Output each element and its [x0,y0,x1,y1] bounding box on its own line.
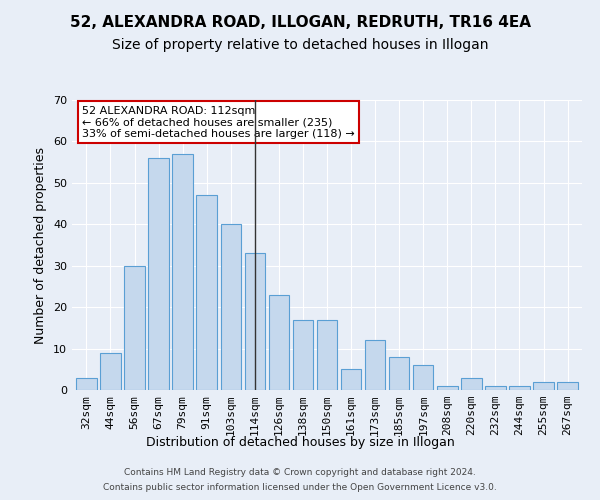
Bar [461,378,482,390]
Text: Contains HM Land Registry data © Crown copyright and database right 2024.: Contains HM Land Registry data © Crown c… [124,468,476,477]
Bar [221,224,241,390]
Bar [509,386,530,390]
Y-axis label: Number of detached properties: Number of detached properties [34,146,47,344]
Bar [100,352,121,390]
Bar [557,382,578,390]
Bar [341,370,361,390]
Text: Size of property relative to detached houses in Illogan: Size of property relative to detached ho… [112,38,488,52]
Bar [437,386,458,390]
Bar [269,294,289,390]
Text: Contains public sector information licensed under the Open Government Licence v3: Contains public sector information licen… [103,483,497,492]
Bar [172,154,193,390]
Bar [413,365,433,390]
Bar [196,196,217,390]
Bar [485,386,506,390]
Text: Distribution of detached houses by size in Illogan: Distribution of detached houses by size … [146,436,454,449]
Bar [293,320,313,390]
Bar [533,382,554,390]
Bar [365,340,385,390]
Bar [389,357,409,390]
Bar [148,158,169,390]
Text: 52 ALEXANDRA ROAD: 112sqm
← 66% of detached houses are smaller (235)
33% of semi: 52 ALEXANDRA ROAD: 112sqm ← 66% of detac… [82,106,355,139]
Text: 52, ALEXANDRA ROAD, ILLOGAN, REDRUTH, TR16 4EA: 52, ALEXANDRA ROAD, ILLOGAN, REDRUTH, TR… [70,15,530,30]
Bar [317,320,337,390]
Bar [124,266,145,390]
Bar [245,254,265,390]
Bar [76,378,97,390]
